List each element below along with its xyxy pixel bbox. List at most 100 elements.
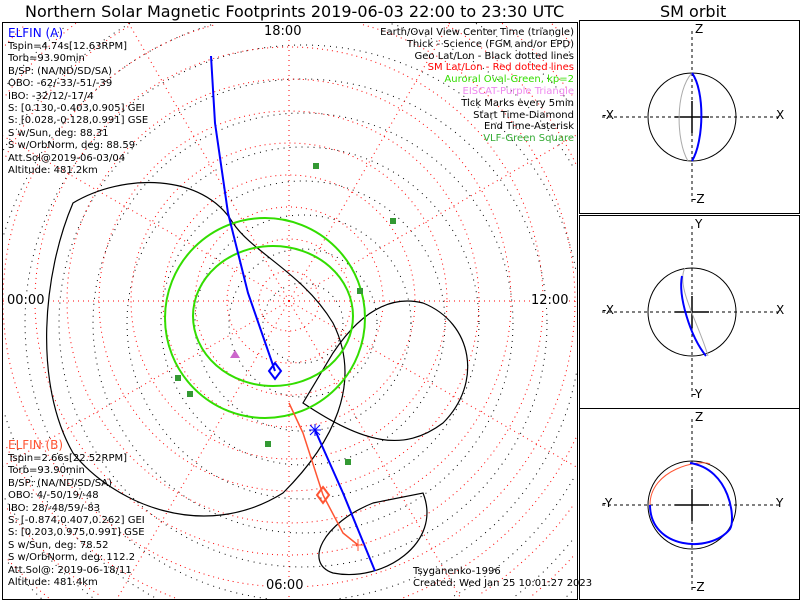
sm-panel: Z -Z -Y Y <box>579 408 800 600</box>
geo-lat-circle <box>3 23 131 151</box>
info-line: IBO: -32/12/-17/4 <box>8 90 94 102</box>
info-line: Altitude: 481.4km <box>8 577 98 589</box>
sm-lat-circle <box>5 25 131 157</box>
geo-lat-circle <box>160 180 446 466</box>
sm-grid <box>3 23 577 599</box>
elfin-a-track-2 <box>314 429 376 572</box>
sm-lat-circle <box>34 46 544 556</box>
sm-lat-circle <box>447 25 577 165</box>
axis-label-bottom: -Y <box>692 387 703 401</box>
legend-item: EISCAT-Purple Triangle <box>462 85 575 97</box>
sm-lon-line <box>3 300 290 467</box>
axis-label-right: X <box>776 303 785 317</box>
sm-lat-circle <box>130 142 448 460</box>
info-line: S: [-0.874,0.407,0.262] GEI <box>8 515 145 527</box>
hour-label-bottom: 06:00 <box>265 578 305 593</box>
sm-lon-line <box>128 23 290 302</box>
eiscat-triangle <box>230 350 240 358</box>
info-line: Att.Sol@2019-06-03/04 <box>8 152 126 164</box>
geo-lat-circle <box>339 373 577 599</box>
legend-item: Start Time-Diamond <box>473 109 574 121</box>
polar-map-svg <box>3 23 577 599</box>
geo-lat-circle <box>3 411 155 598</box>
axis-label-left: -Y <box>602 496 613 510</box>
axis-label-bottom: -Z <box>692 580 705 594</box>
created-timestamp: Created: Wed Jan 25 10:01:27 2023 <box>413 578 593 589</box>
info-line: B/SP: (NA/ND/SD/SA) <box>8 65 112 77</box>
legend-item: SM Lat/Lon - Red dotted lines <box>427 62 574 74</box>
elfin-a-info: ELFIN (A) Tspin=4.74s[12.63RPM] Torb=93.90… <box>8 26 148 177</box>
sm-lon-line <box>288 134 577 302</box>
sm-lat-circle <box>5 23 77 96</box>
hour-label-left: 00:00 <box>6 293 46 308</box>
geo-lat-circle <box>262 282 344 364</box>
sm-panel: Y -Y -X X <box>579 215 800 409</box>
sm-panel: Z -Z -X X <box>579 20 800 214</box>
sm-orbit-plot <box>602 419 782 591</box>
satellite-name: ELFIN (A) <box>8 26 64 40</box>
legend-item: Earth/Oval View Center Time (triangle) <box>380 27 574 38</box>
legend-item: Geo Lat/Lon - Black dotted lines <box>414 50 574 62</box>
legend-item: Thick - Science (FGM and/or EPD) <box>406 38 574 50</box>
info-line: S: [0.028,-0.128,0.991] GSE <box>8 115 149 127</box>
start-diamond-b <box>315 485 331 505</box>
info-line: Tspin=2.66s[22.52RPM] <box>8 453 128 464</box>
info-line: Altitude: 481.2km <box>8 165 98 177</box>
info-line: S w/OrbNorm, deg: 112.2 <box>8 552 136 564</box>
legend: Earth/Oval View Center Time (triangle) Th… <box>380 27 574 145</box>
info-line: Torb=93.90min <box>8 465 85 477</box>
sm-lon-line <box>3 135 290 302</box>
elfin-a-track-1 <box>210 55 276 372</box>
model-label: Tsyganenko-1996 <box>413 566 501 577</box>
axis-label-right: X <box>776 108 785 122</box>
footprint-map <box>2 22 578 600</box>
sm-lon-line <box>288 300 577 468</box>
end-asterisk-a <box>309 424 321 436</box>
hour-label-right: 12:00 <box>530 293 570 308</box>
info-line: S w/OrbNorm, deg: 88.59 <box>8 140 136 152</box>
sm-orbit-plot <box>602 31 782 203</box>
elfin-b-track <box>288 402 359 546</box>
info-line: Torb=93.90min <box>8 53 85 65</box>
legend-item: VLF-Green Square <box>483 133 574 145</box>
sm-lat-circle <box>529 556 574 599</box>
info-line: S w/Sun, deg: 88.31 <box>8 127 109 139</box>
auroral-oval-outer <box>164 217 366 419</box>
info-line: Tspin=4.74s[12.63RPM] <box>8 41 128 52</box>
axis-label-left: -X <box>602 108 614 122</box>
info-line: S w/Sun, deg: 78.52 <box>8 539 109 551</box>
geo-lat-circle <box>228 248 378 398</box>
info-line: Att.Sol@: 2019-06-18/11 <box>8 564 132 576</box>
axis-label-left: -X <box>602 303 614 317</box>
axis-label-top: Y <box>695 217 703 231</box>
legend-item: Tick Marks every 5min <box>461 97 574 109</box>
satellite-name: ELFIN (B) <box>8 438 64 452</box>
sm-lat-circle <box>501 23 573 96</box>
plot-title: Northern Solar Magnetic Footprints 2019-… <box>25 2 565 21</box>
hour-label-top: 18:00 <box>263 24 303 39</box>
elfin-b-info: ELFIN (B) Tspin=2.66s[22.52RPM] Torb=93.90… <box>8 438 145 589</box>
sm-orbit-title: SM orbit <box>660 2 727 21</box>
axis-label-bottom: -Z <box>692 192 705 206</box>
axis-label-top: Z <box>695 410 704 424</box>
axis-label-top: Z <box>695 22 704 36</box>
auroral-oval-inner <box>192 245 354 387</box>
sm-lat-circle <box>402 437 577 599</box>
info-line: OBO: 4/-50/19/-48 <box>8 490 99 502</box>
geo-lat-circle <box>7 27 65 85</box>
axis-label-right: Y <box>776 496 784 510</box>
legend-item: End Time-Asterisk <box>483 121 574 133</box>
legend-item: Auroral Oval-Green, kp=2 <box>444 74 574 86</box>
geo-lat-circle <box>7 561 42 599</box>
info-line: IBO: 28/-48/59/-83 <box>8 502 101 514</box>
geo-lat-circle <box>564 591 573 599</box>
vlf-squares <box>175 163 396 465</box>
sm-lat-circle <box>4 556 49 599</box>
start-diamond-a <box>267 361 283 381</box>
sm-lon-line <box>288 23 450 302</box>
geo-lat-circle <box>126 146 480 500</box>
end-asterisk-b <box>352 539 364 551</box>
geo-lat-circle <box>92 112 514 534</box>
sm-lat-circle <box>4 23 27 46</box>
geo-lat-circle <box>194 214 412 432</box>
